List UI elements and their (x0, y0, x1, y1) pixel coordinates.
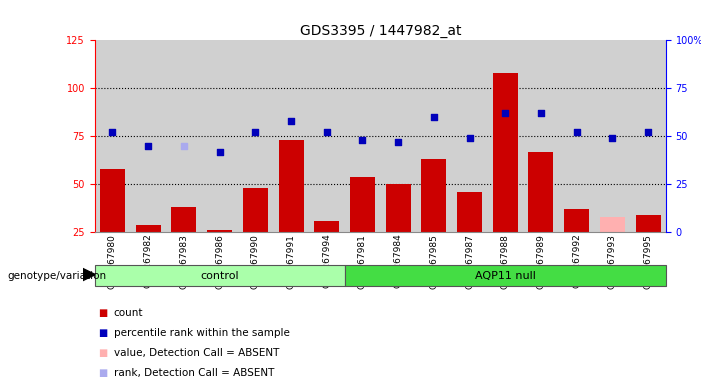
Point (357, 137, 368, 143)
Text: rank, Detection Call = ABSENT: rank, Detection Call = ABSENT (114, 368, 274, 378)
Bar (345, 40, 380, 232)
Bar (309, 40, 345, 232)
Bar (600, 217, 625, 280)
Text: genotype/variation: genotype/variation (7, 271, 106, 281)
Bar (100, 169, 125, 280)
Polygon shape (83, 268, 95, 281)
Point (285, 118, 297, 124)
Point (571, 129, 583, 136)
Bar (564, 209, 589, 280)
Bar (421, 159, 447, 280)
Text: percentile rank within the sample: percentile rank within the sample (114, 328, 290, 338)
Point (500, 110, 511, 116)
Point (214, 149, 225, 155)
Title: GDS3395 / 1447982_at: GDS3395 / 1447982_at (299, 24, 461, 38)
Bar (380, 40, 416, 232)
Text: ■: ■ (98, 328, 107, 338)
Bar (207, 230, 232, 280)
Point (321, 129, 332, 136)
Bar (559, 40, 594, 232)
Bar (386, 184, 411, 280)
Bar (130, 40, 166, 232)
Point (607, 135, 618, 141)
Text: count: count (114, 308, 143, 318)
Text: AQP11 null: AQP11 null (475, 270, 536, 281)
Point (178, 143, 189, 149)
Bar (202, 40, 238, 232)
Bar (278, 140, 304, 280)
Point (250, 129, 261, 136)
Bar (487, 40, 523, 232)
Point (464, 135, 475, 141)
Bar (493, 73, 518, 280)
Bar (95, 40, 130, 232)
Text: ■: ■ (98, 368, 107, 378)
Bar (243, 188, 268, 280)
Text: value, Detection Call = ABSENT: value, Detection Call = ABSENT (114, 348, 279, 358)
Bar (594, 40, 630, 232)
Bar (166, 40, 202, 232)
Point (536, 110, 547, 116)
Bar (238, 40, 273, 232)
Bar (636, 215, 660, 280)
Bar (630, 40, 666, 232)
Text: ■: ■ (98, 308, 107, 318)
Point (107, 129, 118, 136)
Bar (457, 192, 482, 280)
Bar (350, 177, 375, 280)
Bar (451, 40, 487, 232)
Text: ■: ■ (98, 348, 107, 358)
Point (643, 129, 654, 136)
Bar (136, 225, 161, 280)
Text: control: control (200, 270, 239, 281)
Bar (523, 40, 559, 232)
Bar (345, 265, 666, 286)
Bar (273, 40, 309, 232)
Bar (529, 152, 554, 280)
Bar (95, 265, 345, 286)
Point (428, 114, 440, 120)
Point (142, 143, 154, 149)
Bar (172, 207, 196, 280)
Bar (416, 40, 451, 232)
Bar (314, 221, 339, 280)
Point (393, 139, 404, 145)
